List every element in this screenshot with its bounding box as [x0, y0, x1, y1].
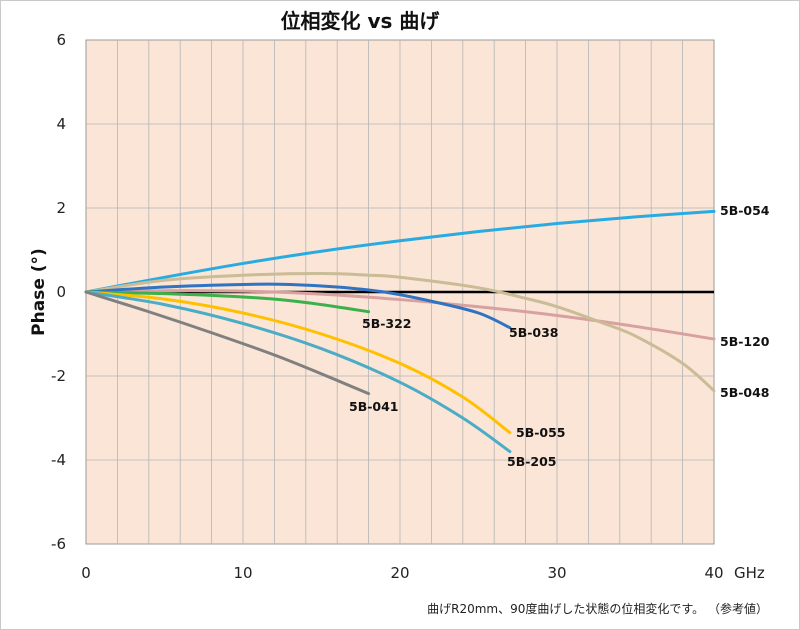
x-tick-label: 30	[547, 564, 566, 582]
series-label-5b-120: 5B-120	[720, 334, 770, 349]
y-tick-label: 2	[56, 199, 66, 217]
series-label-5b-048: 5B-048	[720, 385, 770, 400]
series-line-5b-322	[84, 290, 371, 314]
y-tick-label: 4	[56, 115, 66, 133]
series-line-5b-120	[84, 289, 716, 341]
x-tick-label: 40	[704, 564, 723, 582]
y-tick-label: -2	[51, 367, 66, 385]
x-tick-label: 20	[390, 564, 409, 582]
series-line-5b-041	[84, 290, 371, 396]
y-tick-label: -4	[51, 451, 66, 469]
series-line-5b-038	[84, 282, 512, 330]
series-line-5b-205	[84, 290, 512, 454]
series-line-5b-054	[84, 209, 716, 294]
y-tick-label: -6	[51, 535, 66, 553]
series-label-5b-038: 5B-038	[509, 325, 559, 340]
series-group: 5B-054 5B-120 5B-048 5B-038 5B-322 5B-055 5B-2…	[84, 203, 770, 469]
footnote: 曲げR20mm、90度曲げした状態の位相変化です。 （参考値）	[427, 602, 768, 616]
x-tick-label: 0	[81, 564, 91, 582]
series-line-5b-048	[84, 272, 716, 393]
series-line-5b-055	[84, 290, 512, 435]
series-label-5b-054: 5B-054	[720, 203, 770, 218]
x-tick-label: 10	[233, 564, 252, 582]
y-tick-label: 0	[56, 283, 66, 301]
series-label-5b-322: 5B-322	[362, 316, 412, 331]
y-axis-label: Phase (°)	[29, 248, 49, 336]
chart-title: 位相変化 vs 曲げ	[280, 9, 440, 33]
series-label-5b-041: 5B-041	[349, 399, 399, 414]
x-axis-unit: GHz	[734, 564, 765, 582]
series-label-5b-055: 5B-055	[516, 425, 566, 440]
series-label-5b-205: 5B-205	[507, 454, 557, 469]
y-tick-label: 6	[56, 31, 66, 49]
